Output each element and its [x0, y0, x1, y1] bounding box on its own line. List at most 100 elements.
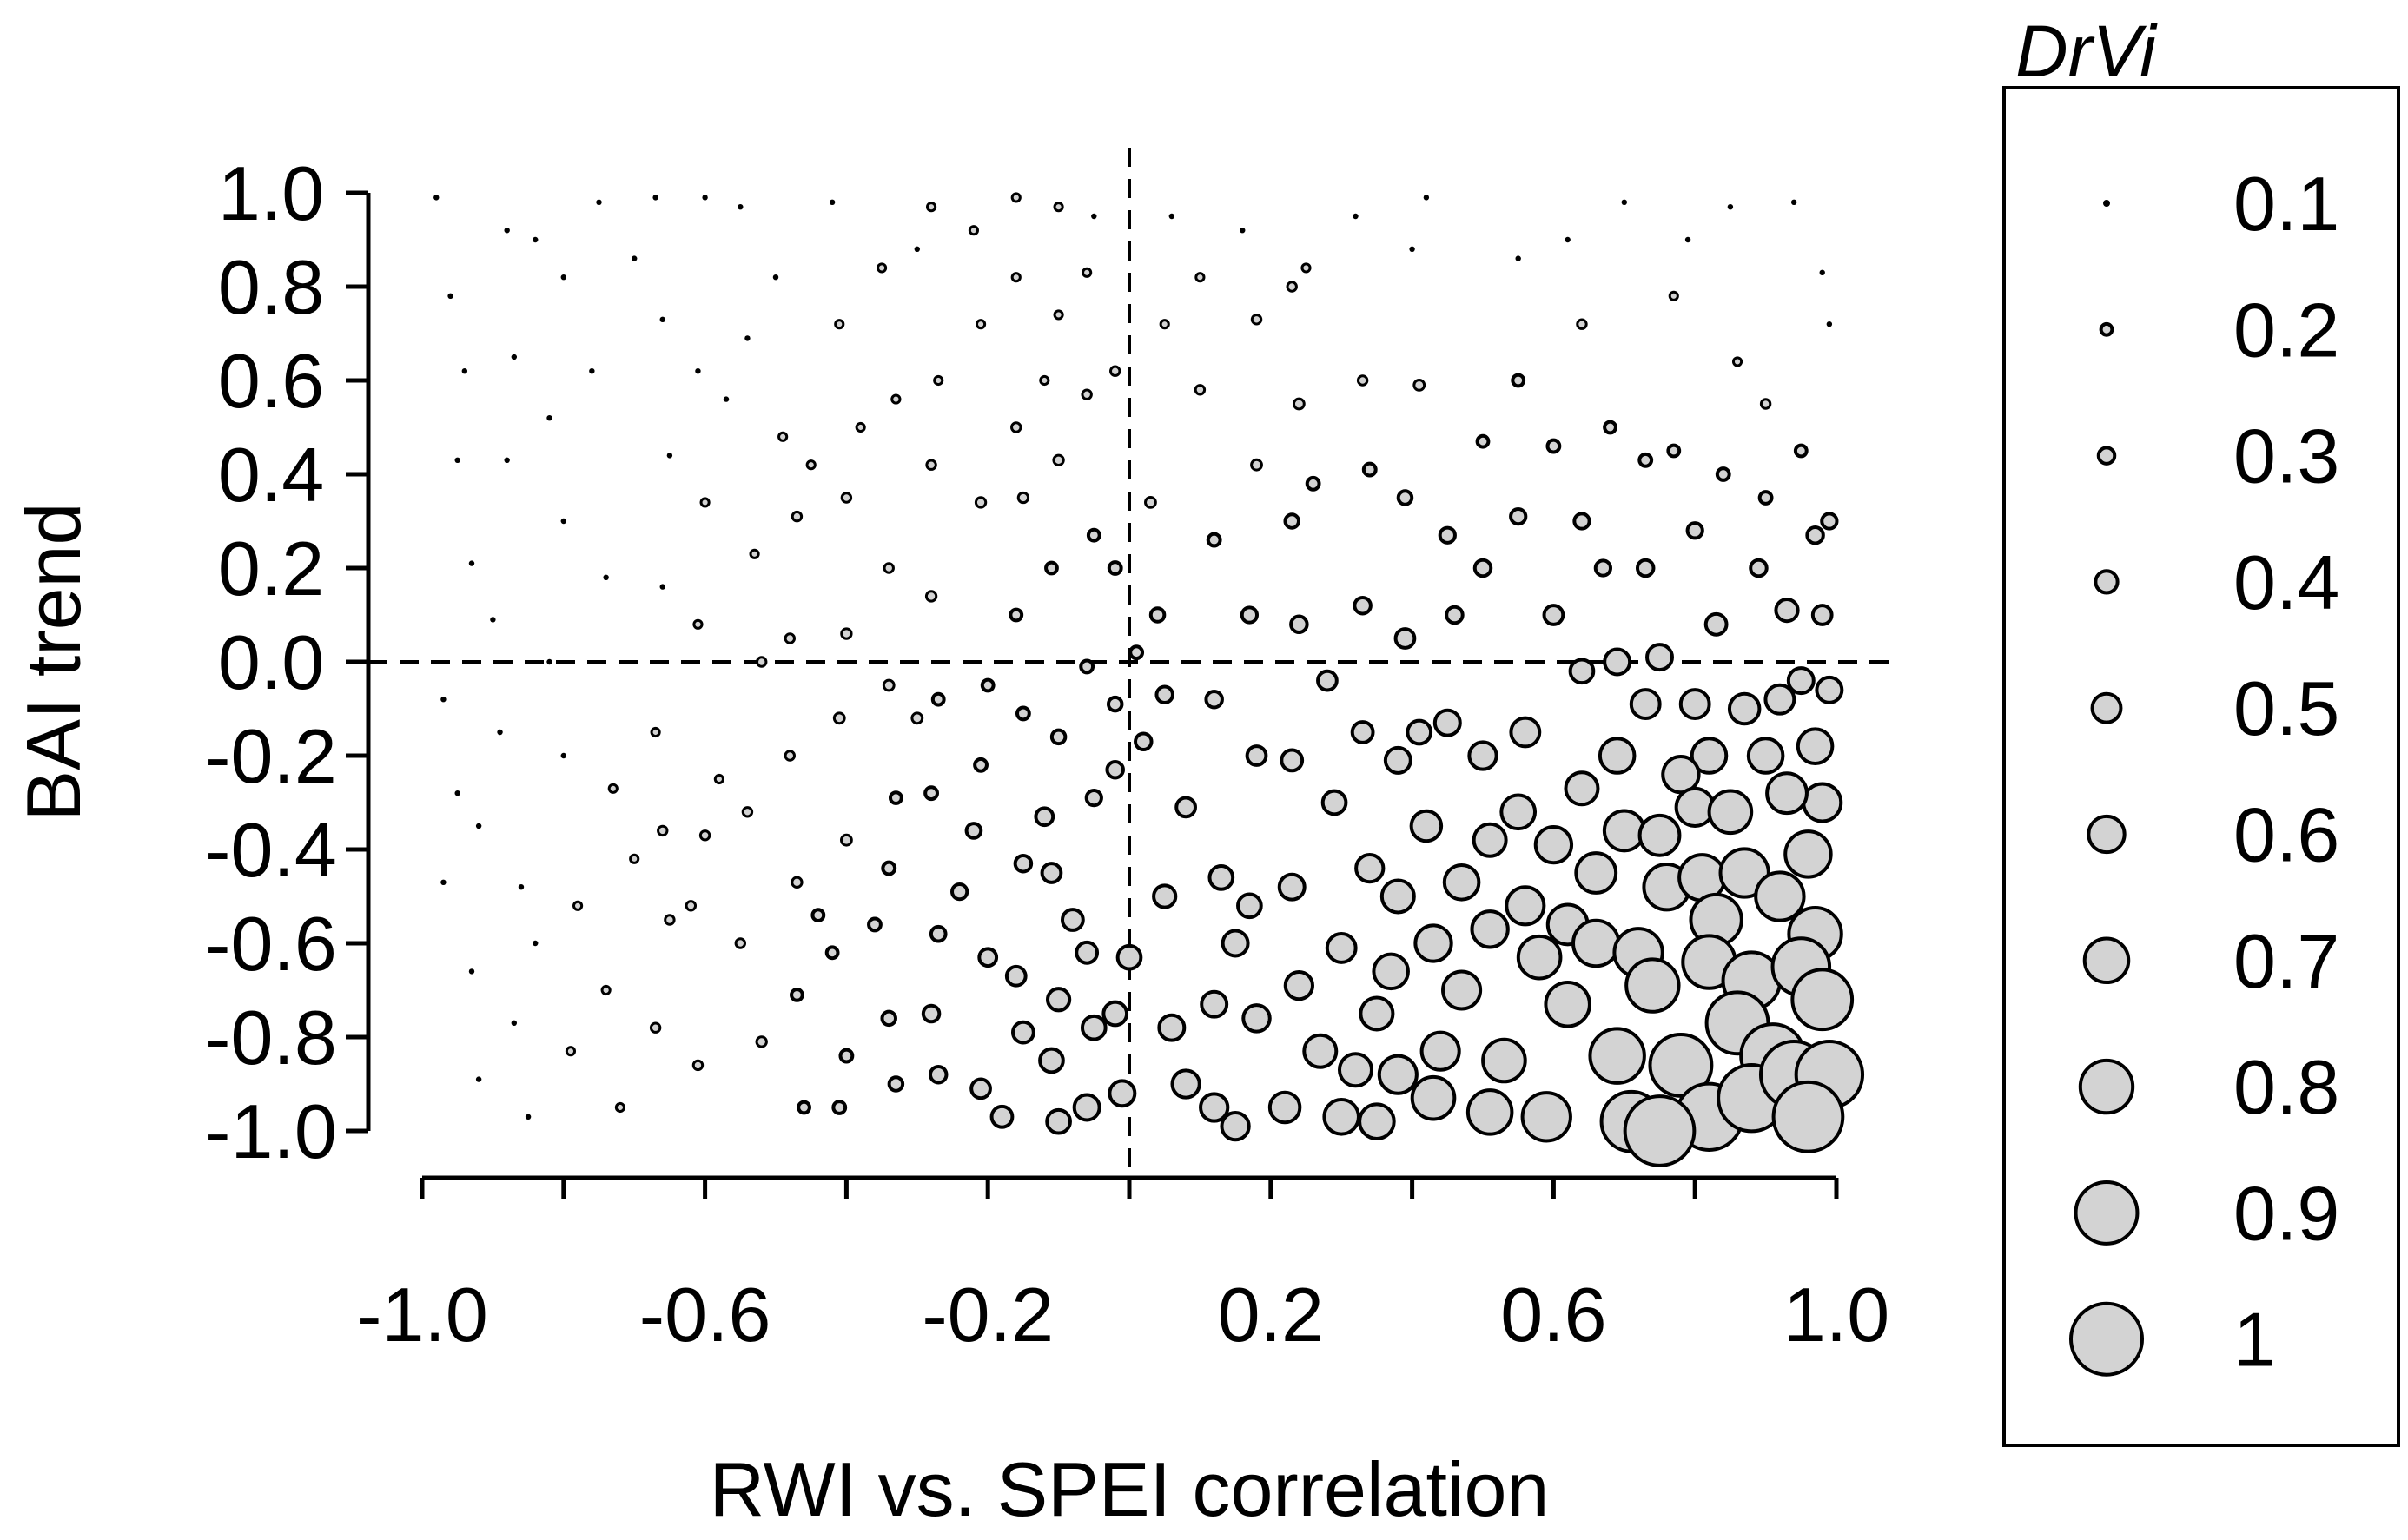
x-tick-label: 0.2 — [1218, 1272, 1324, 1358]
data-point — [468, 560, 475, 566]
data-point — [1637, 452, 1654, 468]
data-point — [1718, 847, 1770, 899]
data-point — [1635, 558, 1656, 578]
data-point — [1220, 1110, 1251, 1142]
data-point — [504, 228, 510, 234]
data-point — [867, 916, 883, 933]
data-point — [805, 459, 817, 471]
data-point — [600, 984, 612, 996]
data-point — [1533, 824, 1574, 865]
data-point — [1358, 1102, 1396, 1140]
data-point — [1148, 606, 1167, 624]
data-point — [1409, 809, 1444, 843]
data-point — [1108, 1079, 1137, 1108]
data-point — [824, 945, 840, 961]
data-point — [831, 1100, 848, 1115]
data-point — [1481, 1037, 1527, 1084]
data-point — [713, 773, 724, 785]
data-point — [1572, 512, 1591, 531]
data-point — [692, 618, 704, 630]
data-point — [1350, 720, 1375, 744]
y-tick-label: -0.8 — [205, 995, 337, 1081]
y-tick-label: -1.0 — [205, 1088, 337, 1174]
data-point — [1289, 614, 1309, 635]
data-point — [855, 421, 866, 433]
data-point — [791, 510, 804, 523]
data-point — [797, 1100, 811, 1115]
data-point — [1277, 872, 1307, 902]
data-point — [1194, 384, 1207, 396]
data-point — [1668, 290, 1679, 301]
data-point — [1516, 934, 1563, 981]
data-point — [607, 783, 619, 794]
x-tick-label: -1.0 — [356, 1272, 488, 1358]
data-point — [1790, 968, 1855, 1032]
data-point — [1467, 740, 1498, 771]
data-point — [1316, 669, 1339, 692]
data-point — [1245, 744, 1268, 767]
data-point — [975, 319, 987, 330]
data-point — [1045, 1107, 1072, 1135]
data-point — [1240, 605, 1260, 625]
legend-symbol — [2069, 1301, 2144, 1377]
data-point — [1637, 813, 1682, 857]
data-point — [834, 319, 845, 330]
data-point — [1010, 421, 1022, 433]
data-point — [1168, 213, 1175, 220]
data-point — [1759, 398, 1772, 410]
data-point — [1106, 695, 1124, 713]
data-point — [756, 656, 768, 668]
x-tick-label: -0.2 — [922, 1272, 1054, 1358]
y-tick-label: -0.4 — [205, 807, 337, 893]
data-point — [652, 195, 658, 201]
data-point — [1379, 878, 1416, 915]
data-point — [840, 492, 853, 504]
data-point — [560, 752, 566, 759]
data-point — [1080, 1014, 1108, 1041]
data-point — [1159, 319, 1170, 330]
data-point — [1774, 597, 1800, 624]
data-point — [1322, 1098, 1360, 1136]
data-point — [1174, 796, 1197, 819]
data-point — [1472, 558, 1493, 578]
data-point — [777, 431, 789, 442]
data-point — [810, 908, 826, 922]
data-point — [546, 415, 552, 421]
data-point — [989, 1104, 1015, 1129]
legend-symbol — [2074, 1180, 2140, 1246]
data-point — [883, 562, 895, 574]
data-point — [1396, 489, 1414, 506]
data-point — [1038, 1047, 1065, 1074]
data-point — [1053, 309, 1064, 321]
data-point — [657, 824, 669, 837]
data-point — [1749, 558, 1769, 578]
data-point — [447, 293, 453, 299]
legend-symbol — [2090, 691, 2123, 724]
data-point — [629, 853, 640, 864]
legend-label: 0.1 — [2233, 161, 2339, 247]
data-point — [1419, 1030, 1461, 1072]
data-point — [925, 459, 937, 471]
data-point — [1432, 708, 1462, 737]
data-point — [829, 199, 836, 205]
data-point — [791, 876, 804, 889]
data-point — [1105, 759, 1125, 780]
data-point — [977, 947, 999, 968]
data-point — [511, 1020, 518, 1027]
data-point — [1727, 204, 1734, 210]
legend-label: 0.8 — [2233, 1044, 2339, 1130]
data-point — [1157, 1013, 1187, 1042]
data-point — [964, 822, 983, 840]
data-point — [929, 924, 948, 943]
data-point — [1442, 863, 1481, 902]
data-point — [1520, 1091, 1572, 1143]
data-point — [1603, 647, 1632, 677]
data-point — [1207, 864, 1235, 891]
data-point — [1134, 731, 1154, 752]
data-point — [1361, 461, 1378, 478]
data-point — [504, 457, 510, 463]
data-point — [1715, 466, 1731, 482]
data-point — [1010, 272, 1022, 283]
data-point — [1666, 443, 1682, 459]
data-point — [1542, 604, 1565, 626]
